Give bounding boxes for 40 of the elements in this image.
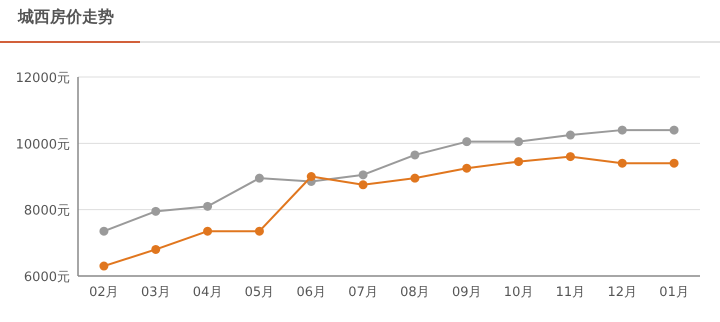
y-tick-label: 8000元 bbox=[24, 204, 70, 219]
point bbox=[514, 157, 524, 166]
x-tick-label: 11月 bbox=[556, 285, 586, 300]
point bbox=[618, 158, 627, 168]
point bbox=[151, 244, 160, 254]
point bbox=[566, 152, 575, 162]
x-tick-label: 12月 bbox=[607, 285, 638, 300]
chart-title: 城西房价走势 bbox=[17, 7, 114, 26]
x-tick-label: 09月 bbox=[452, 285, 482, 300]
point bbox=[358, 170, 368, 180]
point bbox=[618, 126, 627, 135]
point bbox=[99, 226, 108, 236]
point bbox=[462, 164, 472, 173]
point bbox=[306, 172, 316, 181]
y-tick-label: 10000元 bbox=[16, 137, 70, 152]
point bbox=[151, 206, 160, 216]
point bbox=[358, 180, 368, 190]
point bbox=[670, 126, 679, 135]
x-tick-label: 08月 bbox=[400, 285, 430, 300]
point bbox=[566, 130, 575, 140]
x-tick-label: 03月 bbox=[140, 285, 171, 300]
point bbox=[462, 137, 472, 146]
point bbox=[254, 226, 264, 236]
x-tick-label: 02月 bbox=[89, 285, 119, 300]
point bbox=[410, 150, 420, 160]
x-tick-label: 10月 bbox=[504, 285, 534, 300]
x-tick-label: 01月 bbox=[659, 285, 689, 300]
x-tick-label: 05月 bbox=[244, 285, 274, 300]
x-tick-label: 04月 bbox=[192, 285, 222, 300]
point bbox=[99, 262, 108, 271]
point bbox=[254, 174, 264, 183]
point bbox=[514, 137, 524, 146]
y-tick-label: 12000元 bbox=[16, 71, 70, 86]
point bbox=[203, 226, 212, 236]
point bbox=[203, 202, 212, 211]
point bbox=[410, 174, 420, 183]
y-tick-label: 6000元 bbox=[24, 270, 70, 285]
x-tick-label: 07月 bbox=[348, 285, 378, 300]
x-tick-label: 06月 bbox=[296, 285, 326, 300]
point bbox=[670, 158, 679, 168]
